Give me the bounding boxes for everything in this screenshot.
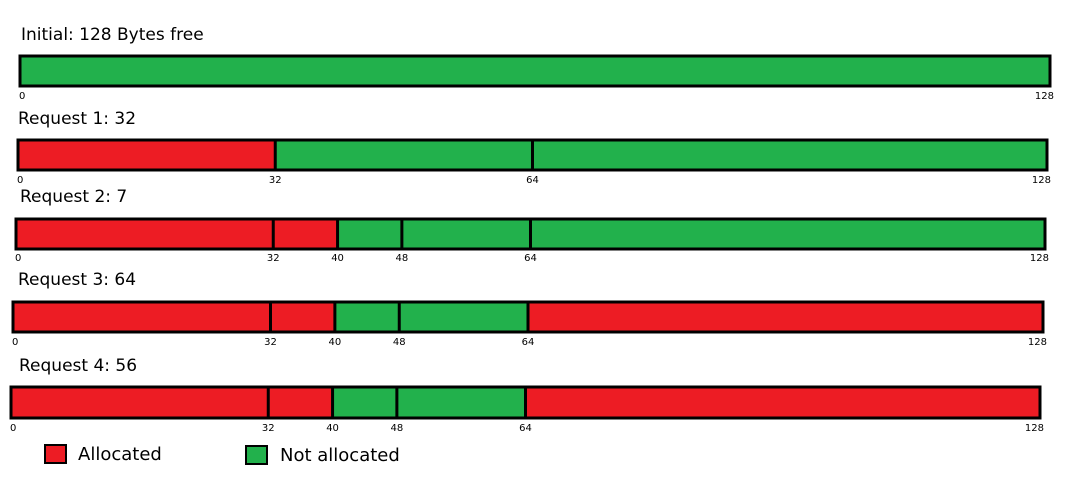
bar-outline xyxy=(18,54,1052,88)
allocated-segment xyxy=(273,219,338,249)
tick-label: 48 xyxy=(391,423,404,434)
bar-outline xyxy=(9,385,1042,420)
free-segment xyxy=(275,140,533,170)
allocated-segment xyxy=(16,219,274,249)
allocation-row: Request 4: 56 0 32 40 48 64 128 xyxy=(9,356,1044,434)
bar-outline xyxy=(14,217,1047,251)
tick-label: 64 xyxy=(519,423,532,434)
tick-label: 128 xyxy=(1030,253,1049,264)
tick-label: 64 xyxy=(522,337,535,348)
allocated-segment xyxy=(268,387,333,418)
free-segment xyxy=(396,387,526,418)
tick-label: 32 xyxy=(267,253,280,264)
allocation-row: Initial: 128 Bytes free 0 128 xyxy=(18,25,1054,102)
tick-label: 64 xyxy=(524,253,537,264)
tick-label: 48 xyxy=(393,337,406,348)
allocated-segment xyxy=(18,140,276,170)
free-segment xyxy=(334,302,400,332)
row-title: Request 2: 7 xyxy=(20,187,127,207)
tick-label: 0 xyxy=(12,337,18,348)
free-segment xyxy=(20,56,1050,86)
tick-label: 128 xyxy=(1028,337,1047,348)
tick-label: 128 xyxy=(1025,423,1044,434)
legend-free-label: Not allocated xyxy=(280,445,400,466)
bar-outline xyxy=(16,138,1049,172)
tick-label: 32 xyxy=(262,423,275,434)
allocation-row: Request 2: 7 0 32 40 48 64 128 xyxy=(14,187,1049,264)
free-segment xyxy=(532,140,1047,170)
tick-label: 40 xyxy=(329,337,342,348)
free-segment xyxy=(399,302,528,332)
tick-label: 0 xyxy=(17,175,23,186)
tick-label: 64 xyxy=(526,175,539,186)
tick-label: 32 xyxy=(269,175,282,186)
free-segment xyxy=(332,387,397,418)
tick-label: 40 xyxy=(326,423,339,434)
allocated-segment xyxy=(13,302,271,332)
tick-label: 128 xyxy=(1035,91,1054,102)
tick-label: 0 xyxy=(19,91,25,102)
free-segment xyxy=(530,219,1045,249)
tick-label: 128 xyxy=(1032,175,1051,186)
bar-outline xyxy=(11,300,1045,334)
free-segment xyxy=(401,219,531,249)
legend-allocated-label: Allocated xyxy=(78,444,162,465)
free-segment xyxy=(337,219,402,249)
legend-allocated-swatch xyxy=(44,444,67,464)
tick-label: 0 xyxy=(10,423,16,434)
allocated-segment xyxy=(11,387,269,418)
tick-label: 48 xyxy=(396,253,409,264)
row-title: Request 4: 56 xyxy=(19,356,137,376)
row-title: Request 3: 64 xyxy=(18,270,136,290)
allocated-segment xyxy=(525,387,1040,418)
allocation-row: Request 3: 64 0 32 40 48 64 128 xyxy=(11,270,1047,348)
tick-label: 32 xyxy=(264,337,277,348)
legend: Allocated Not allocated xyxy=(44,444,400,466)
tick-label: 40 xyxy=(331,253,344,264)
allocation-row: Request 1: 32 0 32 64 128 xyxy=(16,109,1051,186)
row-title: Request 1: 32 xyxy=(18,109,136,129)
tick-label: 0 xyxy=(15,253,21,264)
row-title: Initial: 128 Bytes free xyxy=(21,25,204,45)
allocated-segment xyxy=(270,302,335,332)
allocated-segment xyxy=(528,302,1043,332)
legend-free-swatch xyxy=(245,445,268,465)
